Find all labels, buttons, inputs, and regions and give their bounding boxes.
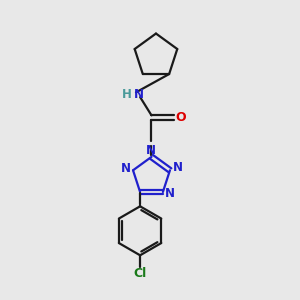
Text: Cl: Cl bbox=[134, 267, 147, 280]
Text: O: O bbox=[176, 111, 186, 124]
Text: N: N bbox=[172, 161, 182, 174]
Text: N: N bbox=[165, 187, 176, 200]
Text: N: N bbox=[134, 88, 144, 101]
Text: N: N bbox=[121, 162, 130, 175]
Text: N: N bbox=[146, 144, 156, 157]
Text: H: H bbox=[122, 88, 132, 101]
